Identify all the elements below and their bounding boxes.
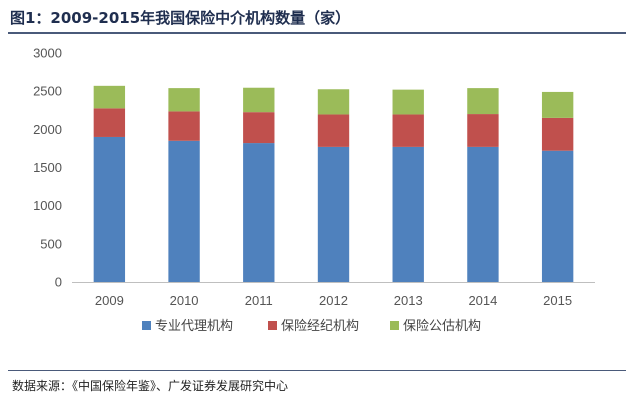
bar-segment — [317, 114, 350, 147]
title-divider — [8, 32, 626, 34]
legend-swatch — [142, 321, 151, 330]
x-tick-label: 2013 — [394, 293, 423, 308]
bar-segment — [168, 88, 200, 112]
y-tick-label: 1000 — [33, 198, 62, 213]
legend-swatch — [268, 321, 277, 330]
x-axis: 2009 2010 2011 2012 2013 2014 2015 — [72, 282, 595, 308]
bar-segment — [93, 85, 126, 109]
legend-label: 保险经纪机构 — [281, 319, 359, 334]
legend-swatch — [390, 321, 399, 330]
bar-segment — [467, 114, 499, 147]
legend-label: 专业代理机构 — [155, 319, 233, 334]
bar-segment — [541, 117, 574, 151]
bar-segment — [467, 146, 499, 282]
y-tick-label: 2500 — [33, 84, 62, 99]
x-tick-label: 2012 — [319, 293, 348, 308]
legend-label: 保险公估机构 — [403, 319, 481, 334]
bar-segment — [243, 112, 275, 144]
y-tick-label: 3000 — [33, 46, 62, 61]
bar-segment — [392, 89, 424, 115]
bar-segment — [243, 143, 275, 282]
source-note: 数据来源：《中国保险年鉴》、广发证券发展研究中心 — [12, 379, 289, 393]
bar-segment — [392, 114, 424, 147]
bar-segment — [317, 89, 350, 115]
bar-segment — [93, 136, 126, 282]
bar-segment — [93, 108, 126, 137]
y-tick-label: 1500 — [33, 160, 62, 175]
y-axis: 0 500 1000 1500 2000 2500 3000 — [33, 46, 62, 290]
x-tick-label: 2015 — [543, 293, 572, 308]
x-tick-label: 2011 — [245, 293, 273, 308]
stacked-bar-chart: 0 500 1000 1500 2000 2500 3000 2009 2010 2011 201… — [33, 46, 595, 334]
bar-segment — [392, 146, 424, 282]
y-tick-label: 0 — [55, 275, 62, 290]
x-tick-label: 2009 — [95, 293, 124, 308]
bar-segment — [541, 91, 574, 118]
y-tick-label: 2000 — [33, 122, 62, 137]
x-tick-label: 2010 — [170, 293, 199, 308]
bar-segment — [467, 88, 499, 115]
bar-segment — [168, 140, 200, 282]
bar-segment — [541, 150, 574, 282]
figure-title: 图1：2009-2015年我国保险中介机构数量（家） — [10, 9, 351, 27]
bar-group — [93, 85, 574, 282]
y-tick-label: 500 — [40, 236, 62, 251]
legend: 专业代理机构 保险经纪机构 保险公估机构 — [142, 319, 481, 334]
bar-segment — [168, 111, 200, 141]
bar-segment — [317, 146, 350, 282]
source-divider — [8, 370, 626, 371]
bar-segment — [243, 87, 275, 113]
x-tick-label: 2014 — [468, 293, 497, 308]
